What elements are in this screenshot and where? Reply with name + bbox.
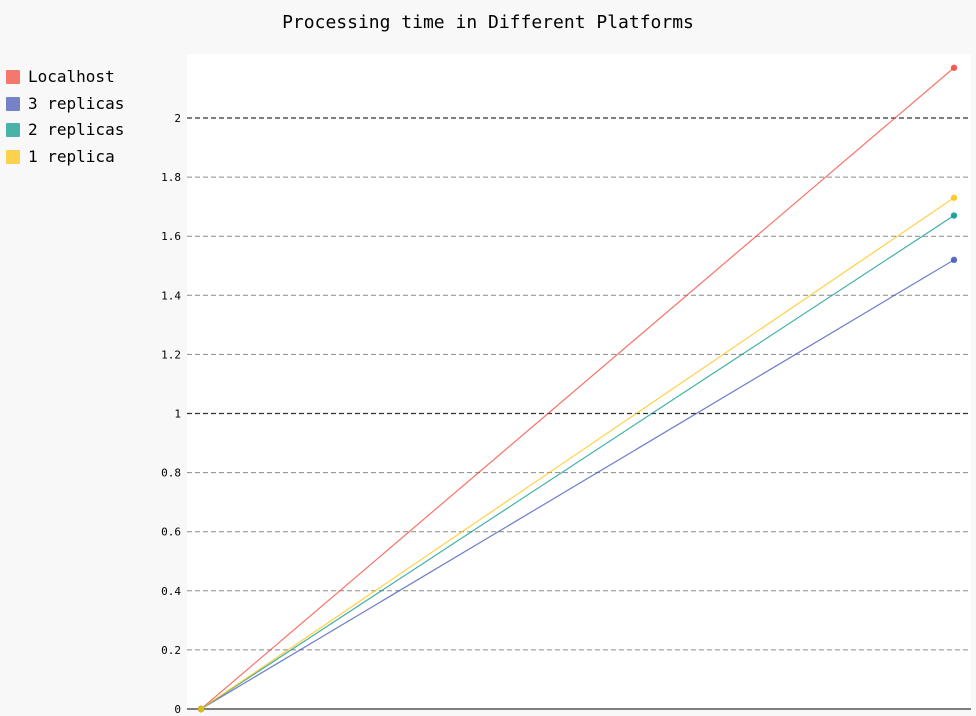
y-tick-label-1-2: 1.2 [161,348,181,361]
series-point-1-replica-1 [950,194,958,201]
legend-label-localhost: Localhost [28,67,115,87]
y-tick-label-0-8: 0.8 [161,467,181,480]
plot-background [187,54,971,709]
series-point-2-replicas-1 [950,212,958,219]
y-tick-label-0-6: 0.6 [161,526,181,539]
legend-swatch-1-replica [6,149,20,164]
y-tick-label-1: 1 [174,408,181,421]
y-tick-label-1-4: 1.4 [161,289,181,302]
legend-swatch-2-replicas [6,123,20,138]
chart-title: Processing time in Different Platforms [282,12,694,33]
legend: Localhost 3 replicas 2 replicas 1 replic… [6,64,124,170]
y-tick-label-1-6: 1.6 [161,230,181,243]
y-tick-label-0-2: 0.2 [161,644,181,657]
legend-label-1-replica: 1 replica [28,146,115,166]
y-tick-label-0: 0 [174,703,181,716]
y-tick-label-0-4: 0.4 [161,585,181,598]
series-line-2-replicas [200,215,955,710]
legend-swatch-localhost [6,70,20,85]
y-tick-label-2: 2 [174,112,181,125]
y-tick-label-1-8: 1.8 [161,171,181,184]
legend-item-2-replicas[interactable]: 2 replicas [6,117,124,144]
series-point-1-replica-0 [197,705,205,713]
series-line-3-replicas [200,259,955,710]
legend-item-localhost[interactable]: Localhost [6,64,124,91]
legend-label-3-replicas: 3 replicas [28,93,125,113]
series-line-localhost [200,67,955,710]
legend-item-1-replica[interactable]: 1 replica [6,144,124,171]
series-point-localhost-1 [950,64,958,71]
series-line-1-replica [200,197,955,710]
legend-swatch-3-replicas [6,96,20,111]
series-point-3-replicas-1 [950,256,958,264]
legend-item-3-replicas[interactable]: 3 replicas [6,91,124,118]
legend-label-2-replicas: 2 replicas [28,120,125,140]
